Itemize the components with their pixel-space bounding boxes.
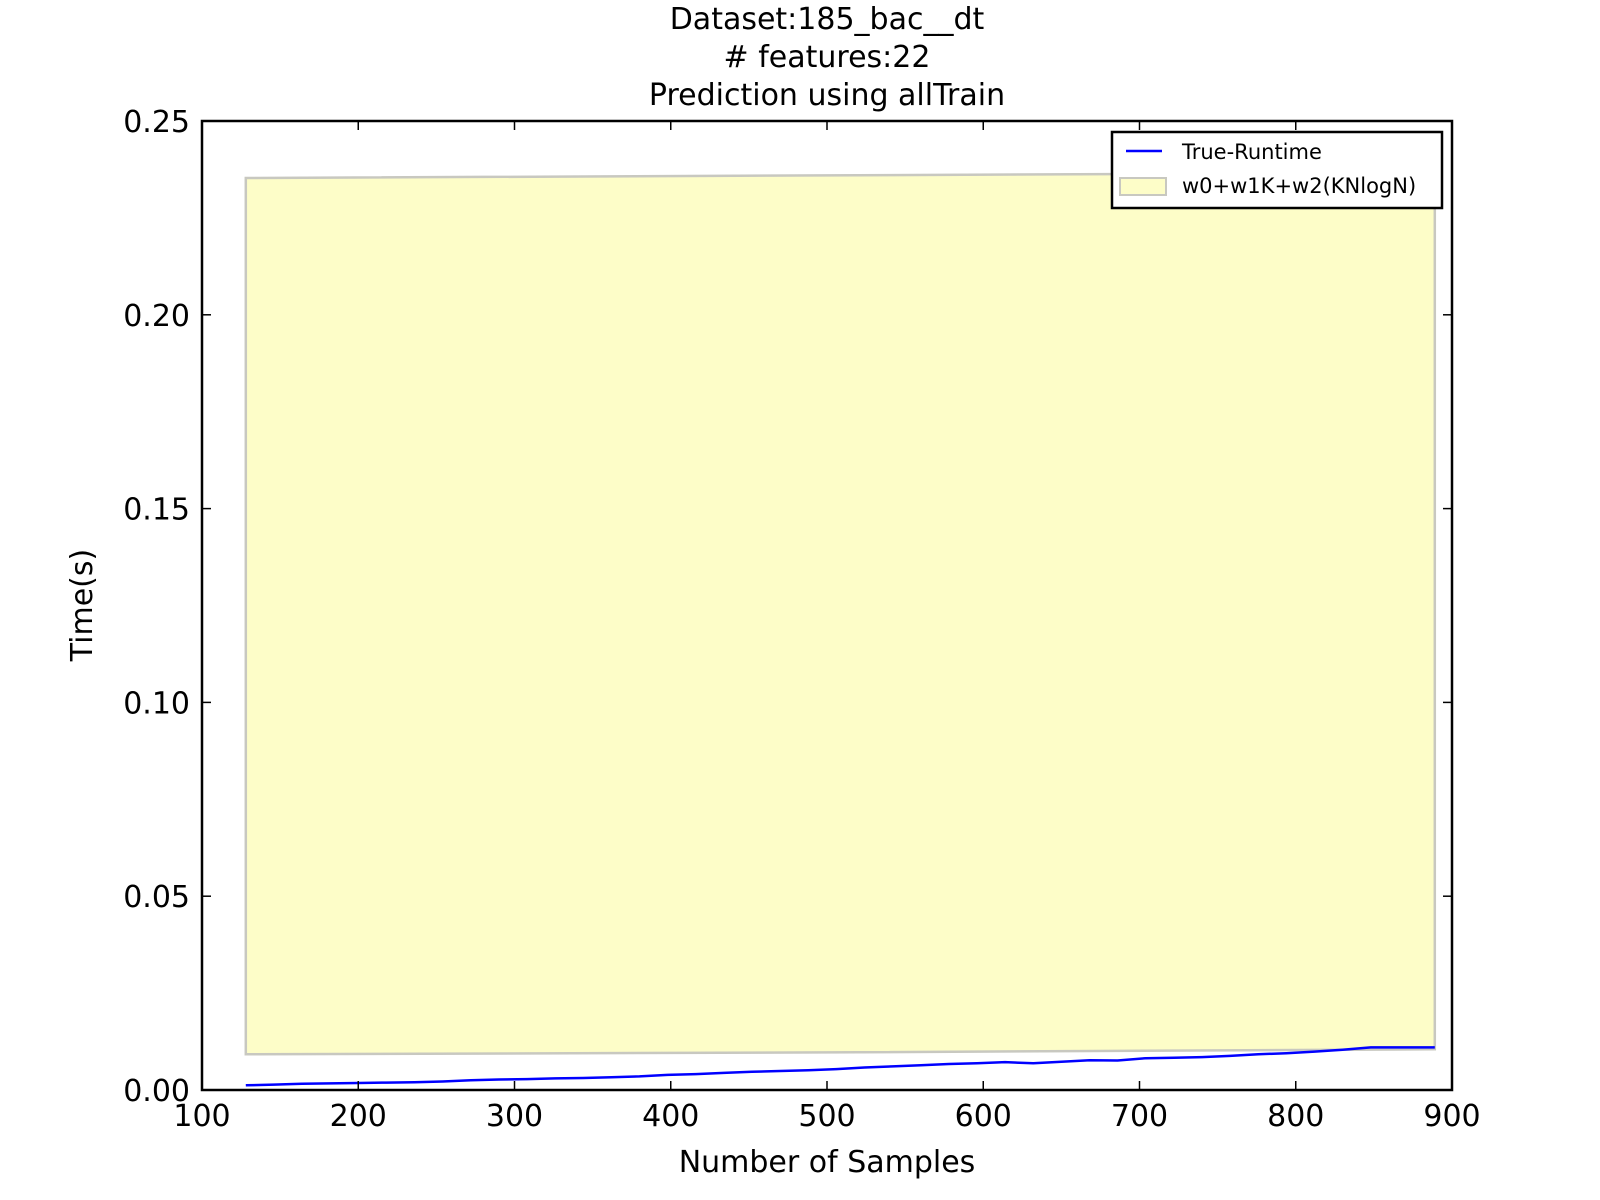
x-tick-label: 800 (1267, 1099, 1324, 1134)
legend-label-model: w0+w1K+w2(KNlogN) (1182, 174, 1416, 198)
title-line-2: # features:22 (724, 40, 931, 75)
x-tick-label: 300 (486, 1099, 543, 1134)
x-tick-label: 400 (642, 1099, 699, 1134)
x-tick-label: 100 (173, 1099, 230, 1134)
legend-label-true-runtime: True-Runtime (1181, 140, 1322, 164)
y-tick-label: 0.15 (123, 493, 190, 528)
chart-title: Dataset:185_bac__dt # features:22 Predic… (649, 2, 1005, 113)
y-axis-label: Time(s) (65, 549, 100, 662)
y-tick-label: 0.05 (123, 880, 190, 915)
true-runtime-line (245, 1046, 1435, 1087)
x-tick-label: 200 (330, 1099, 387, 1134)
x-tick-label: 600 (955, 1099, 1012, 1134)
tick-labels: 100 200 300 400 500 600 700 800 900 0.00 0.05 0.10 0… (123, 105, 1480, 1134)
y-tick-label: 0.00 (123, 1074, 190, 1109)
x-axis-label: Number of Samples (679, 1145, 976, 1180)
y-tick-label: 0.20 (123, 299, 190, 334)
y-tick-label: 0.25 (123, 105, 190, 140)
legend: True-Runtime w0+w1K+w2(KNlogN) (1110, 130, 1444, 210)
legend-band-swatch (1119, 177, 1167, 196)
x-tick-label: 900 (1423, 1099, 1480, 1134)
x-tick-label: 500 (798, 1099, 855, 1134)
plot-frame (200, 119, 1454, 1092)
x-tick-label: 700 (1111, 1099, 1168, 1134)
prediction-band (244, 171, 1437, 1056)
title-line-3: Prediction using allTrain (649, 78, 1005, 113)
plot-area (244, 171, 1437, 1087)
title-line-1: Dataset:185_bac__dt (670, 2, 985, 37)
y-tick-label: 0.10 (123, 686, 190, 721)
